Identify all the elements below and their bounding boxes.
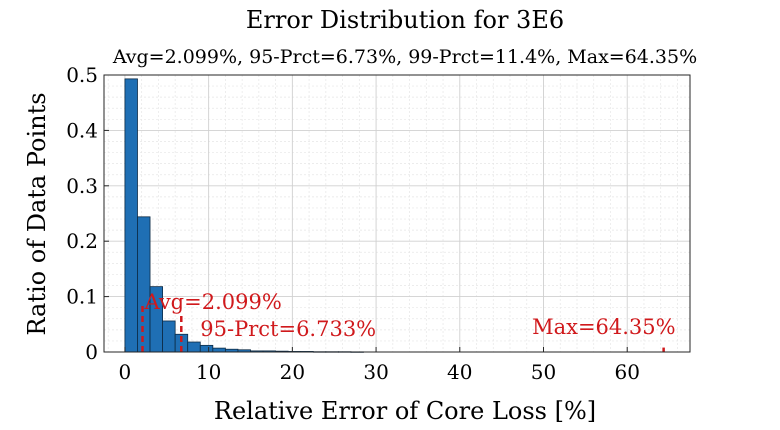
histogram-bar [124,78,138,353]
x-tick-label: 50 [531,360,556,384]
y-tick-label: 0.3 [66,174,98,198]
histogram-bar [187,341,201,353]
x-tick-label: 40 [447,360,472,384]
histogram-bar [212,347,226,353]
x-axis-label: Relative Error of Core Loss [%] [214,397,596,425]
y-axis-label: Ratio of Data Points [23,92,51,335]
histogram-bar [162,320,176,353]
y-tick-label: 0 [85,340,98,364]
annotation-avg-label: Avg=2.099% [144,290,282,314]
x-tick-label: 20 [280,360,305,384]
y-tick-label: 0.2 [66,229,98,253]
annotation-max-label: Max=64.35% [532,315,676,339]
x-tick-label: 0 [119,360,132,384]
y-tick-label: 0.5 [66,63,98,87]
y-tick-label: 0.1 [66,285,98,309]
grid [104,74,690,353]
annotations: Avg=2.099% 95-Prct=6.733% Max=64.35% [141,290,676,352]
x-tick-label: 30 [363,360,388,384]
histogram-bar [199,344,214,353]
plot-area-frame [103,74,691,353]
chart-subtitle: Avg=2.099%, 95-Prct=6.73%, 99-Prct=11.4%… [112,46,697,68]
x-tick-label: 10 [196,360,221,384]
y-tick-label: 0.4 [66,118,98,142]
x-tick-label: 60 [614,360,639,384]
histogram-bar [137,216,151,353]
chart-title: Error Distribution for 3E6 [246,6,564,34]
annotation-95prct-label: 95-Prct=6.733% [200,317,376,341]
axis-ticks: 0 10 20 30 40 50 60 0 0.1 0.2 0.3 0.4 0.5 [66,63,640,384]
